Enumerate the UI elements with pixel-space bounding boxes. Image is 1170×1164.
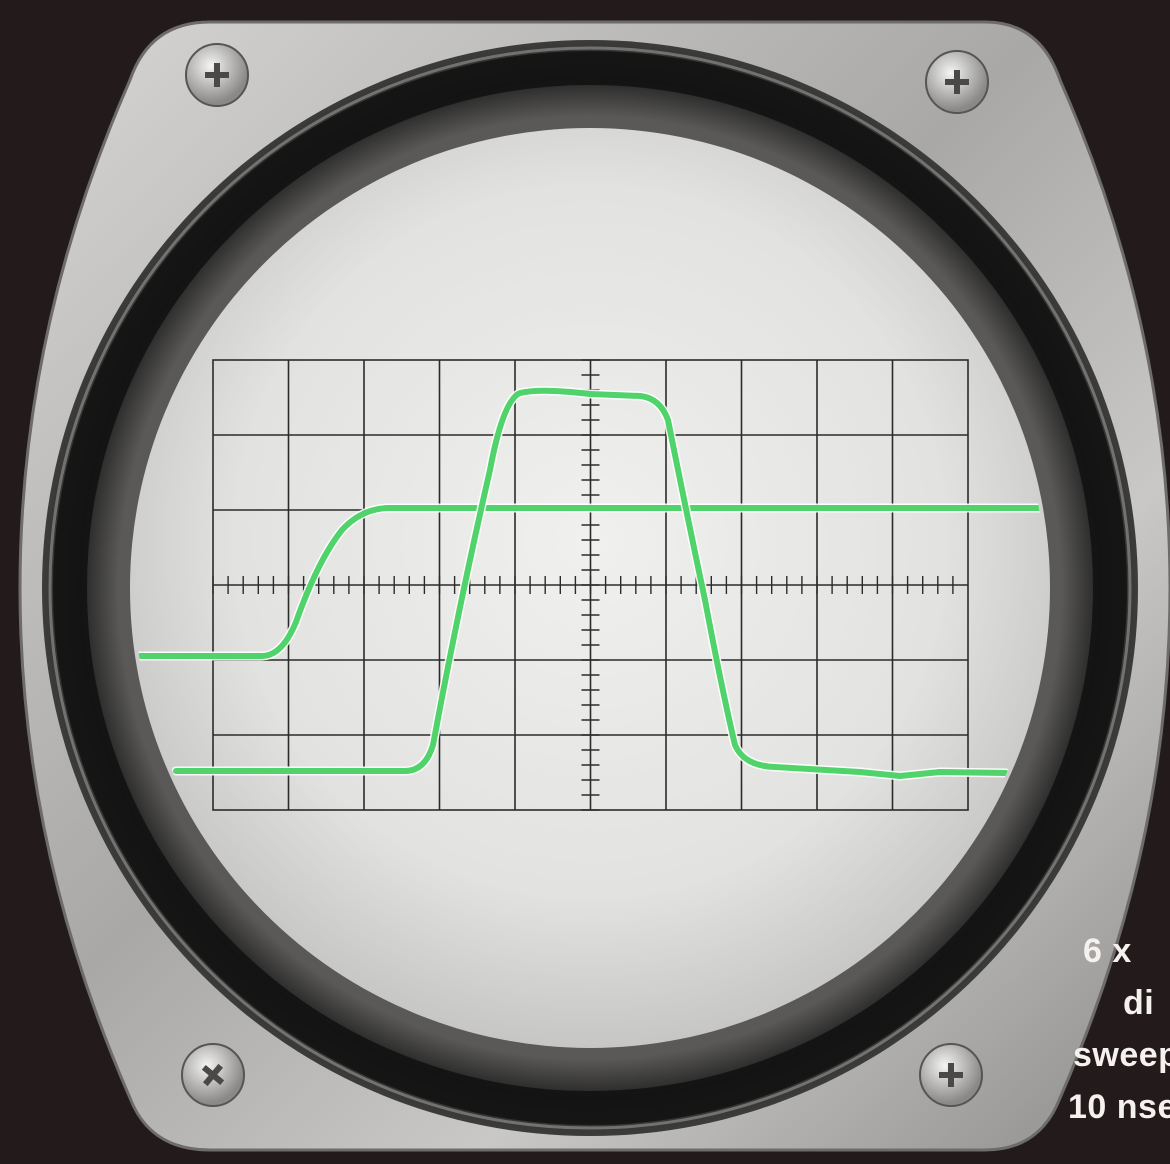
caption-line-4: 10 nse xyxy=(1068,1088,1170,1126)
caption-line-2: di xyxy=(1123,984,1155,1022)
screw-icon xyxy=(919,1043,983,1107)
caption-line-3: sweep xyxy=(1073,1036,1170,1074)
signal-traces xyxy=(135,386,1046,781)
screw-icon xyxy=(925,50,989,114)
caption-line-1: 6 x xyxy=(1083,932,1132,970)
graticule-ticks xyxy=(212,359,954,811)
screw-icon xyxy=(185,43,249,107)
screw-icon xyxy=(181,1043,245,1107)
